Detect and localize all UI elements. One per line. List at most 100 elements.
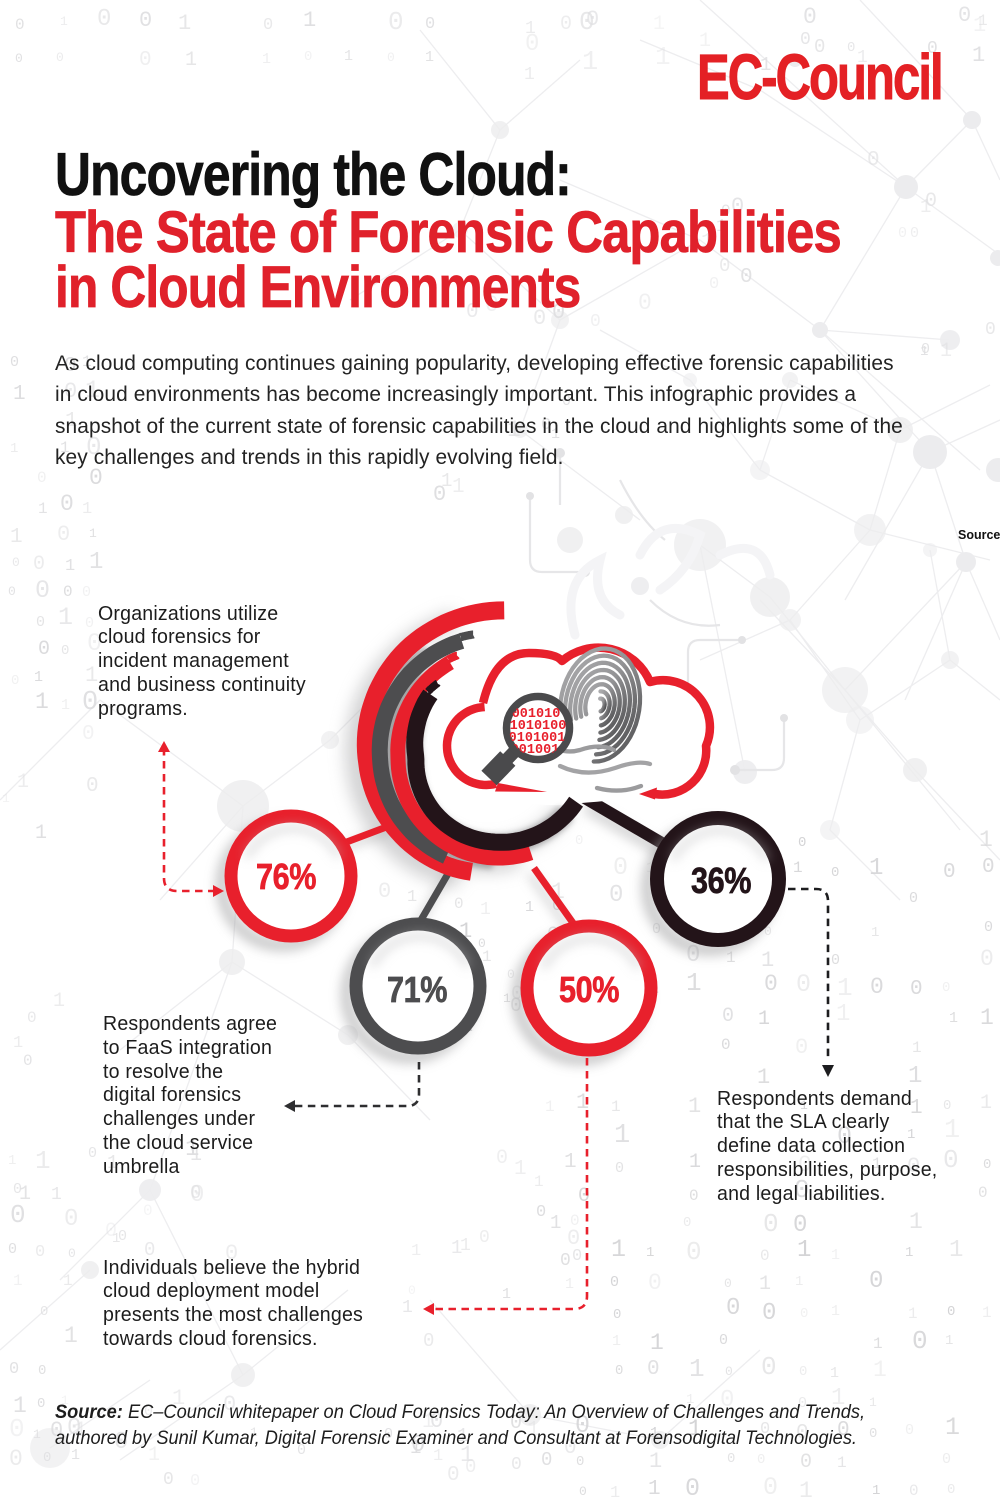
svg-text:0: 0: [466, 301, 479, 324]
svg-text:1: 1: [871, 925, 879, 941]
svg-text:0: 0: [15, 16, 25, 34]
svg-text:0: 0: [575, 1411, 590, 1440]
svg-text:1: 1: [793, 859, 803, 877]
svg-text:0: 0: [8, 584, 16, 599]
svg-text:1: 1: [830, 1365, 839, 1382]
svg-text:0: 0: [613, 1307, 621, 1323]
svg-text:0: 0: [947, 1304, 955, 1320]
svg-text:1: 1: [525, 19, 536, 39]
svg-text:1: 1: [181, 1430, 189, 1446]
svg-text:0: 0: [378, 879, 391, 904]
svg-text:1: 1: [726, 949, 736, 967]
svg-text:1: 1: [910, 1097, 923, 1120]
svg-text:1: 1: [34, 669, 43, 686]
svg-text:1: 1: [74, 1418, 87, 1443]
svg-text:0: 0: [798, 835, 806, 851]
svg-text:0: 0: [411, 1432, 425, 1459]
svg-text:0: 0: [297, 1442, 306, 1459]
svg-text:1: 1: [795, 1274, 803, 1290]
svg-text:0: 0: [689, 1187, 699, 1205]
svg-text:0: 0: [533, 306, 546, 331]
svg-text:0: 0: [590, 312, 601, 332]
svg-text:0: 0: [958, 3, 971, 28]
svg-text:0: 0: [685, 1474, 700, 1500]
svg-text:1: 1: [407, 888, 417, 907]
svg-text:0: 0: [86, 775, 99, 798]
svg-text:1: 1: [61, 697, 70, 714]
svg-text:0: 0: [225, 1241, 238, 1266]
svg-text:1: 1: [17, 771, 29, 794]
svg-text:1: 1: [908, 1063, 922, 1090]
svg-text:0: 0: [761, 1352, 777, 1382]
svg-text:0: 0: [648, 1270, 662, 1296]
svg-text:0: 0: [907, 1154, 920, 1179]
svg-text:0: 0: [984, 919, 993, 936]
svg-text:1: 1: [982, 1304, 992, 1322]
svg-text:1: 1: [303, 8, 316, 33]
svg-text:0: 0: [985, 320, 996, 340]
svg-text:0: 0: [143, 1202, 153, 1220]
svg-text:0: 0: [144, 1403, 153, 1420]
svg-text:1: 1: [178, 11, 191, 36]
svg-text:0: 0: [803, 4, 817, 30]
svg-text:0: 0: [586, 7, 599, 32]
svg-text:0: 0: [764, 924, 772, 939]
svg-text:1: 1: [612, 1333, 621, 1350]
svg-text:0: 0: [575, 833, 583, 849]
svg-text:1: 1: [611, 1235, 626, 1264]
svg-text:1: 1: [402, 1298, 413, 1318]
svg-text:0: 0: [85, 615, 94, 632]
svg-text:0: 0: [943, 1145, 959, 1175]
svg-text:0: 0: [615, 1363, 623, 1379]
svg-text:0: 0: [800, 1451, 812, 1474]
svg-text:0: 0: [507, 967, 515, 982]
svg-text:1: 1: [831, 1385, 845, 1412]
svg-text:0: 0: [82, 723, 95, 746]
svg-text:1: 1: [872, 1155, 882, 1173]
svg-text:0: 0: [10, 1200, 26, 1230]
svg-text:0: 0: [223, 1392, 236, 1417]
svg-text:0: 0: [726, 1295, 740, 1322]
svg-text:0: 0: [68, 1246, 76, 1261]
svg-text:1: 1: [945, 1413, 960, 1442]
svg-text:1: 1: [689, 1151, 701, 1174]
svg-text:0: 0: [13, 1181, 22, 1198]
svg-text:1: 1: [525, 899, 534, 916]
svg-text:0: 0: [719, 255, 730, 277]
svg-text:1: 1: [716, 217, 727, 237]
svg-text:0: 0: [793, 1212, 807, 1239]
svg-text:1: 1: [758, 1008, 770, 1031]
svg-text:1: 1: [53, 990, 65, 1013]
svg-text:0: 0: [794, 1175, 810, 1205]
svg-text:0: 0: [36, 614, 45, 631]
svg-text:1: 1: [460, 1236, 471, 1256]
svg-text:0: 0: [910, 978, 923, 1001]
svg-text:1: 1: [649, 1449, 662, 1474]
svg-text:0: 0: [615, 1160, 624, 1177]
svg-text:0: 0: [798, 1152, 812, 1178]
svg-text:1: 1: [909, 1209, 923, 1235]
svg-text:0: 0: [837, 1419, 850, 1442]
svg-text:1: 1: [35, 822, 47, 845]
svg-text:0: 0: [722, 1005, 734, 1028]
svg-text:1: 1: [905, 1245, 913, 1261]
svg-text:0: 0: [727, 1451, 735, 1467]
svg-text:0: 0: [163, 1470, 174, 1490]
svg-text:1: 1: [920, 344, 928, 360]
svg-text:0: 0: [430, 1409, 443, 1434]
svg-text:1: 1: [756, 1187, 764, 1203]
svg-text:0: 0: [64, 355, 77, 378]
svg-text:1: 1: [650, 1330, 664, 1356]
svg-text:0: 0: [709, 275, 719, 294]
svg-text:0: 0: [408, 1283, 416, 1298]
svg-text:1: 1: [64, 1323, 78, 1349]
svg-text:0: 0: [35, 1243, 45, 1262]
svg-text:0: 0: [40, 1304, 48, 1320]
svg-text:0: 0: [479, 1228, 490, 1248]
svg-text:1: 1: [60, 14, 68, 29]
svg-text:0: 0: [37, 469, 47, 487]
svg-text:0: 0: [60, 491, 74, 517]
svg-text:0: 0: [63, 583, 73, 601]
svg-text:0: 0: [647, 1358, 660, 1381]
svg-text:0: 0: [921, 341, 930, 358]
